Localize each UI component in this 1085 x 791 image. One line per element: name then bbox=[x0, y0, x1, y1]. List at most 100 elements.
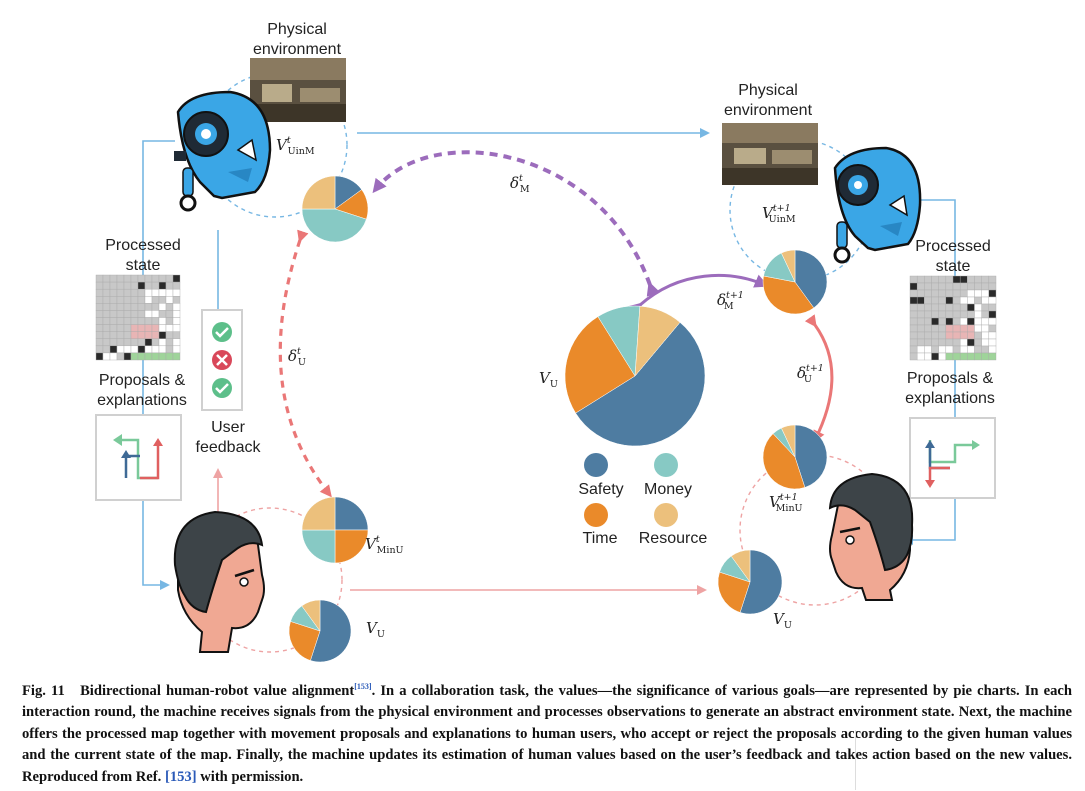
grid-cell bbox=[945, 282, 954, 291]
label-V-UinM-t1: Vt+1 UinM bbox=[762, 203, 796, 225]
grid-cell bbox=[144, 310, 153, 318]
pie-slice-safety bbox=[575, 322, 706, 447]
grid-cell bbox=[109, 317, 118, 325]
grid-cell bbox=[938, 331, 947, 340]
grid-cell bbox=[909, 289, 918, 298]
grid-cell bbox=[123, 338, 132, 347]
grid-cell bbox=[974, 317, 982, 326]
grid-cell bbox=[172, 324, 181, 332]
grid-cell bbox=[95, 281, 104, 290]
pie-slice-safety bbox=[334, 496, 369, 531]
grid-cell bbox=[916, 352, 925, 361]
grid-cell bbox=[967, 345, 975, 354]
grid-cell bbox=[144, 281, 153, 290]
diagram-canvas: Physical environment Physical environmen… bbox=[95, 21, 997, 663]
caption-ref-1: [153] bbox=[354, 682, 372, 691]
grid-cell bbox=[988, 282, 997, 291]
grid-cell bbox=[938, 345, 947, 354]
grid-cell bbox=[988, 310, 997, 319]
grid-cell bbox=[130, 345, 139, 354]
grid-cell bbox=[967, 324, 975, 333]
grid-cell bbox=[151, 296, 160, 304]
grid-cell bbox=[123, 331, 132, 339]
grid-cell bbox=[924, 296, 932, 305]
pie-slice-resource bbox=[781, 424, 796, 458]
grid-cell bbox=[916, 331, 925, 340]
caption-tail: with permission. bbox=[196, 768, 304, 785]
grid-cell bbox=[137, 274, 146, 283]
grid-cell bbox=[130, 296, 139, 304]
grid-cell bbox=[974, 338, 982, 347]
grid-cell bbox=[172, 331, 181, 339]
phys-env-label-left-2: environment bbox=[253, 41, 342, 58]
grid-cell bbox=[144, 324, 153, 332]
grid-cell bbox=[130, 281, 139, 290]
grid-cell bbox=[123, 310, 132, 318]
label-V-U-left: VU bbox=[366, 619, 385, 640]
grid-cell bbox=[172, 296, 181, 304]
grid-cell bbox=[924, 303, 932, 312]
grid-cell bbox=[137, 352, 146, 361]
proc-state-label-right-1: Processed bbox=[915, 238, 991, 255]
grid-cell bbox=[938, 310, 947, 319]
label-delta-M-t: δt M bbox=[510, 173, 530, 195]
grid-cell bbox=[137, 288, 146, 297]
grid-cell bbox=[109, 310, 118, 318]
grid-cell bbox=[116, 296, 125, 304]
grid-cell bbox=[137, 303, 146, 311]
grid-cell bbox=[102, 310, 111, 318]
grid-cell bbox=[165, 288, 174, 297]
grid-cell bbox=[158, 345, 167, 354]
grid-cell bbox=[151, 338, 160, 347]
grid-cell bbox=[959, 296, 968, 305]
pie-slice-resource bbox=[301, 175, 336, 210]
grid-cell bbox=[938, 352, 947, 361]
grid-cell bbox=[916, 303, 925, 312]
grid-cell bbox=[144, 303, 153, 311]
grid-cell bbox=[151, 352, 160, 361]
flow-lines bbox=[142, 128, 956, 595]
grid-cell bbox=[981, 289, 990, 298]
grid-cell bbox=[916, 275, 925, 284]
processed-state-grid-right bbox=[909, 275, 997, 361]
grid-cell bbox=[981, 345, 990, 354]
grid-cell bbox=[151, 345, 160, 354]
grid-cell bbox=[981, 324, 990, 333]
grid-cell bbox=[158, 331, 167, 339]
pie-right_VU bbox=[717, 549, 783, 615]
grid-cell bbox=[151, 324, 160, 332]
delta-M-arrow-right bbox=[627, 274, 769, 317]
grid-cell bbox=[967, 282, 975, 291]
legend-time-swatch bbox=[584, 503, 608, 527]
pie-slice-resource bbox=[301, 496, 336, 531]
grid-cell bbox=[116, 303, 125, 311]
grid-cell bbox=[967, 303, 975, 312]
grid-cell bbox=[116, 317, 125, 325]
grid-cell bbox=[109, 352, 118, 361]
grid-cell bbox=[172, 338, 181, 347]
grid-cell bbox=[952, 289, 961, 298]
grid-cell bbox=[165, 310, 174, 318]
grid-cell bbox=[95, 352, 104, 361]
pie-slice-resource bbox=[730, 549, 751, 583]
grid-cell bbox=[931, 331, 939, 340]
pie-center_VU bbox=[564, 305, 706, 447]
grid-cell bbox=[130, 317, 139, 325]
grid-cell bbox=[967, 289, 975, 298]
figure-caption: Fig. 11 Bidirectional human-robot value … bbox=[22, 676, 1072, 788]
grid-cell bbox=[988, 345, 997, 354]
grid-cell bbox=[981, 303, 990, 312]
grid-cell bbox=[981, 310, 990, 319]
grid-cell bbox=[988, 303, 997, 312]
grid-cell bbox=[974, 289, 982, 298]
grid-cell bbox=[158, 296, 167, 304]
grid-cell bbox=[102, 288, 111, 297]
grid-cell bbox=[938, 296, 947, 305]
proposals-label-right-2: explanations bbox=[905, 390, 995, 407]
grid-cell bbox=[967, 331, 975, 340]
legend-time-label: Time bbox=[583, 530, 618, 547]
grid-cell bbox=[959, 289, 968, 298]
grid-cell bbox=[102, 338, 111, 347]
grid-cell bbox=[172, 317, 181, 325]
grid-cell bbox=[95, 310, 104, 318]
